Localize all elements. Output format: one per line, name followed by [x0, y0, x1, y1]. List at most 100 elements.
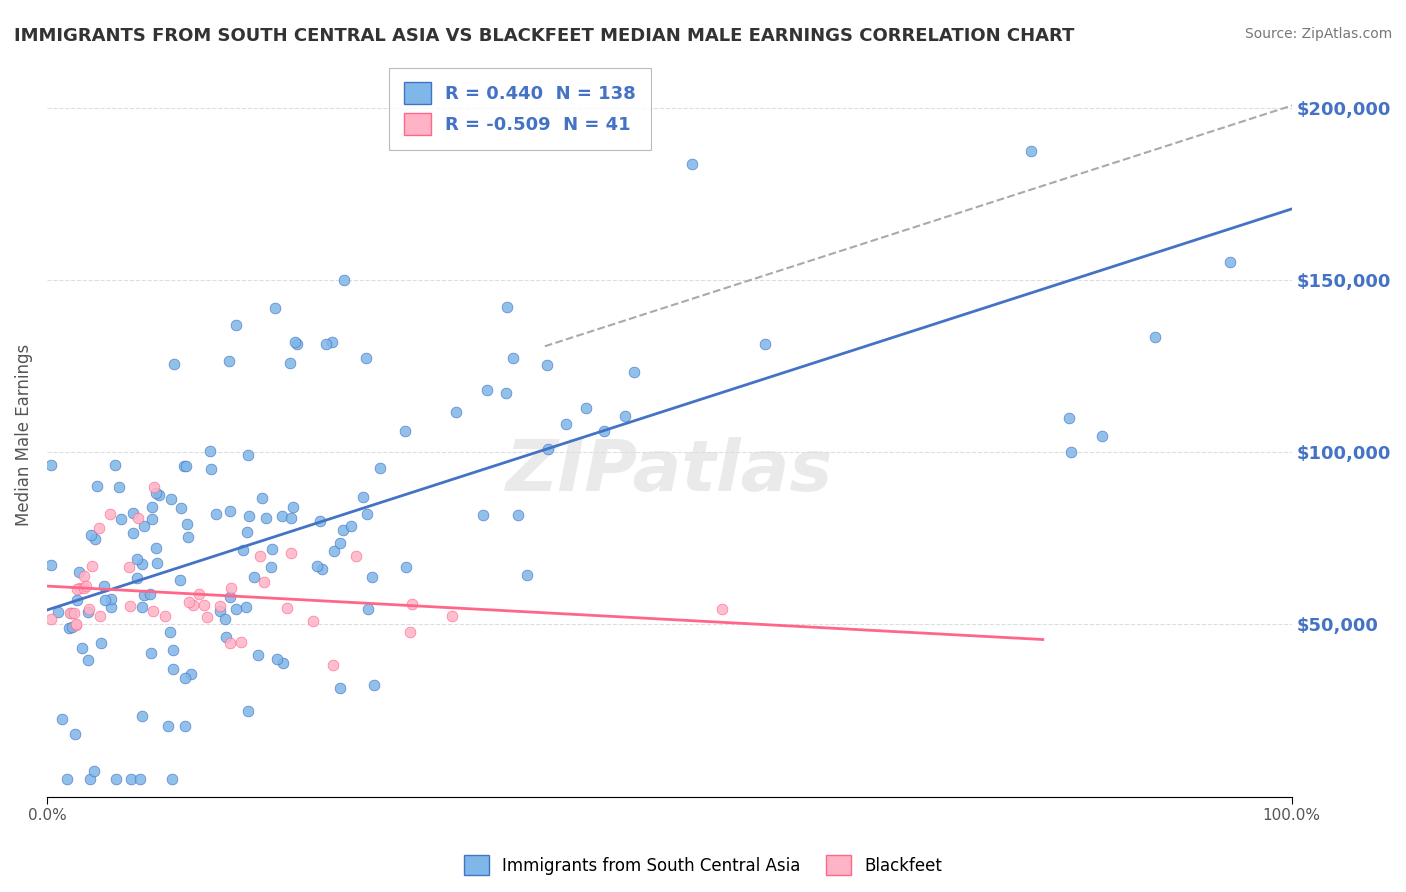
- Point: [271, 508, 294, 523]
- Point: [301, 614, 323, 628]
- Point: [266, 652, 288, 666]
- Point: [508, 508, 530, 523]
- Point: [332, 523, 354, 537]
- Point: [1057, 410, 1080, 425]
- Point: [232, 543, 254, 558]
- Point: [200, 462, 222, 476]
- Point: [242, 570, 264, 584]
- Point: [63, 606, 86, 620]
- Point: [77, 602, 100, 616]
- Point: [141, 500, 163, 514]
- Point: [160, 772, 183, 787]
- Point: [66, 582, 89, 596]
- Point: [51, 712, 73, 726]
- Point: [329, 536, 352, 550]
- Point: [87, 521, 110, 535]
- Point: [315, 337, 337, 351]
- Point: [58, 621, 80, 635]
- Point: [536, 358, 558, 372]
- Point: [153, 609, 176, 624]
- Point: [120, 599, 142, 613]
- Point: [122, 526, 145, 541]
- Point: [287, 337, 309, 351]
- Point: [127, 551, 149, 566]
- Point: [357, 602, 380, 616]
- Point: [352, 490, 374, 504]
- Point: [39, 612, 62, 626]
- Point: [173, 458, 195, 473]
- Point: [395, 559, 418, 574]
- Point: [280, 511, 302, 525]
- Point: [127, 511, 149, 525]
- Point: [145, 541, 167, 555]
- Point: [235, 599, 257, 614]
- Point: [502, 351, 524, 366]
- Point: [271, 656, 294, 670]
- Point: [169, 573, 191, 587]
- Y-axis label: Median Male Earnings: Median Male Earnings: [15, 343, 32, 526]
- Point: [205, 507, 228, 521]
- Point: [1019, 144, 1042, 158]
- Point: [238, 508, 260, 523]
- Point: [623, 365, 645, 379]
- Point: [105, 772, 128, 787]
- Point: [94, 592, 117, 607]
- Point: [225, 318, 247, 333]
- Legend: Immigrants from South Central Asia, Blackfeet: Immigrants from South Central Asia, Blac…: [456, 847, 950, 884]
- Point: [1091, 428, 1114, 442]
- Point: [83, 764, 105, 779]
- Point: [142, 604, 165, 618]
- Point: [219, 636, 242, 650]
- Point: [1060, 445, 1083, 459]
- Point: [281, 500, 304, 515]
- Point: [219, 581, 242, 595]
- Point: [46, 605, 69, 619]
- Point: [177, 531, 200, 545]
- Point: [475, 383, 498, 397]
- Point: [79, 528, 101, 542]
- Point: [711, 602, 734, 616]
- Point: [219, 590, 242, 604]
- Point: [73, 581, 96, 595]
- Point: [236, 524, 259, 539]
- Point: [193, 598, 215, 612]
- Point: [329, 681, 352, 695]
- Point: [681, 157, 703, 171]
- Point: [323, 544, 346, 558]
- Text: IMMIGRANTS FROM SOUTH CENTRAL ASIA VS BLACKFEET MEDIAN MALE EARNINGS CORRELATION: IMMIGRANTS FROM SOUTH CENTRAL ASIA VS BL…: [14, 27, 1074, 45]
- Point: [76, 653, 98, 667]
- Point: [215, 630, 238, 644]
- Point: [179, 595, 201, 609]
- Point: [79, 772, 101, 787]
- Point: [100, 507, 122, 521]
- Point: [311, 561, 333, 575]
- Point: [1144, 330, 1167, 344]
- Point: [170, 500, 193, 515]
- Point: [363, 678, 385, 692]
- Point: [250, 491, 273, 505]
- Point: [159, 491, 181, 506]
- Point: [180, 667, 202, 681]
- Point: [495, 385, 517, 400]
- Point: [554, 417, 576, 431]
- Point: [195, 610, 218, 624]
- Point: [120, 772, 142, 787]
- Point: [254, 511, 277, 525]
- Point: [401, 597, 423, 611]
- Point: [159, 624, 181, 639]
- Point: [309, 515, 332, 529]
- Point: [67, 566, 90, 580]
- Point: [100, 592, 122, 607]
- Point: [69, 582, 91, 596]
- Point: [280, 546, 302, 560]
- Point: [174, 672, 197, 686]
- Point: [209, 604, 232, 618]
- Point: [132, 589, 155, 603]
- Point: [59, 606, 82, 620]
- Point: [132, 518, 155, 533]
- Point: [356, 507, 378, 521]
- Point: [236, 448, 259, 462]
- Point: [280, 356, 302, 370]
- Point: [264, 301, 287, 316]
- Point: [162, 357, 184, 371]
